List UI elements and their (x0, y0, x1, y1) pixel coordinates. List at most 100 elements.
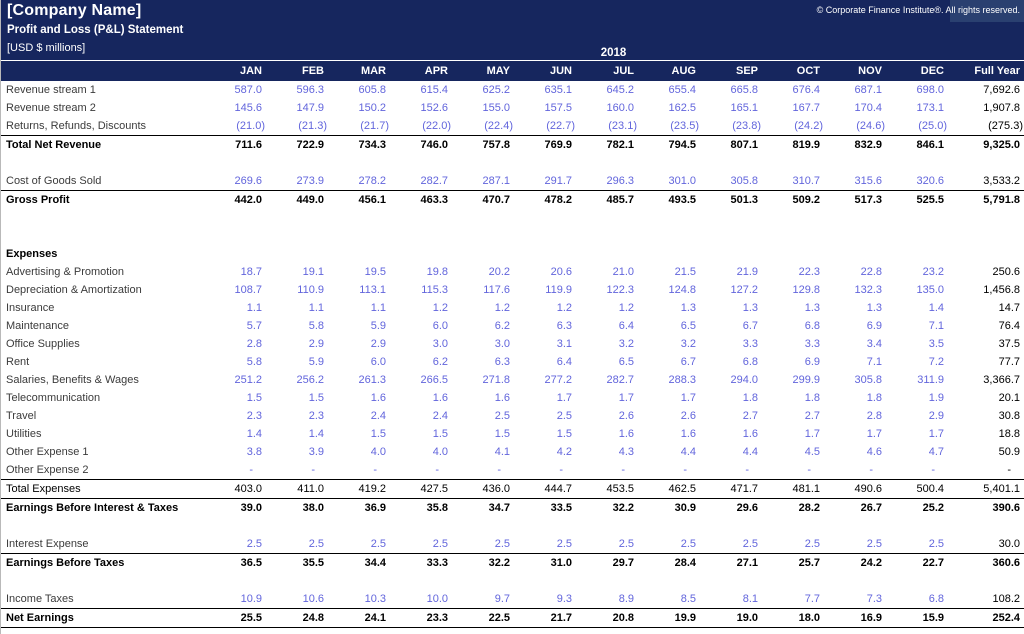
month-value-cell[interactable]: 24.2 (825, 553, 887, 572)
month-value-cell[interactable]: 1.7 (804, 428, 820, 440)
month-value-cell[interactable]: 305.8 (730, 175, 758, 187)
month-value-cell[interactable]: (21.3) (298, 120, 327, 132)
month-value-cell[interactable]: 846.1 (887, 135, 949, 154)
month-value-cell[interactable]: 4.0 (370, 446, 386, 458)
month-value-cell[interactable]: 746.0 (391, 135, 453, 154)
month-value-cell[interactable] (515, 245, 577, 263)
month-value-cell[interactable]: 24.8 (267, 608, 329, 628)
month-value-cell[interactable]: 34.7 (488, 502, 510, 514)
fullyear-value-cell[interactable]: 5,791.8 (949, 190, 1024, 209)
month-value-cell[interactable]: 1.7 (680, 392, 696, 404)
month-value-cell[interactable]: 5.7 (246, 320, 262, 332)
month-value-cell[interactable]: (21.0) (236, 120, 265, 132)
month-value-cell[interactable]: 5.9 (370, 320, 386, 332)
month-value-cell[interactable]: 5.8 (246, 356, 262, 368)
month-value-cell[interactable]: 20.6 (550, 266, 572, 278)
month-value-cell[interactable]: (23.1) (608, 120, 637, 132)
month-value-cell[interactable]: 493.5 (639, 190, 701, 209)
month-value-cell[interactable]: 20.8 (577, 608, 639, 628)
month-value-cell[interactable]: 687.1 (854, 84, 882, 96)
month-value-cell[interactable]: 485.7 (577, 190, 639, 209)
month-value-cell[interactable]: 7.1 (866, 356, 882, 368)
month-value-cell[interactable]: 108.7 (234, 284, 262, 296)
month-value-cell[interactable]: 2.3 (246, 410, 262, 422)
month-value-cell[interactable]: - (869, 464, 873, 476)
month-value-cell[interactable] (577, 245, 639, 263)
month-value-cell[interactable]: 2.5 (928, 538, 944, 550)
month-value-cell[interactable]: 256.2 (296, 374, 324, 386)
row-label[interactable]: Other Expense 2 (6, 464, 89, 476)
month-value-cell[interactable]: 1.1 (246, 302, 262, 314)
month-value-cell[interactable]: 273.9 (296, 175, 324, 187)
month-value-cell[interactable]: 3.1 (556, 338, 572, 350)
month-value-cell[interactable]: 33.5 (550, 502, 572, 514)
row-label[interactable]: Revenue stream 1 (6, 84, 96, 96)
month-value-cell[interactable]: 2.5 (804, 538, 820, 550)
month-value-cell[interactable]: 1.4 (246, 428, 262, 440)
month-value-cell[interactable]: 3.3 (804, 338, 820, 350)
month-value-cell[interactable]: (21.7) (360, 120, 389, 132)
month-value-cell[interactable]: 3.2 (680, 338, 696, 350)
month-value-cell[interactable]: 129.8 (792, 284, 820, 296)
month-value-cell[interactable]: 471.7 (701, 479, 763, 499)
month-value-cell[interactable]: 119.9 (545, 284, 572, 296)
month-value-cell[interactable]: 2.5 (742, 538, 758, 550)
month-value-cell[interactable]: 165.1 (730, 102, 758, 114)
month-value-cell[interactable]: 25.5 (205, 608, 267, 628)
month-value-cell[interactable]: 411.0 (267, 479, 329, 499)
month-value-cell[interactable]: 28.4 (639, 553, 701, 572)
month-value-cell[interactable]: 2.5 (618, 538, 634, 550)
month-value-cell[interactable]: 282.7 (606, 374, 634, 386)
month-value-cell[interactable] (329, 245, 391, 263)
month-value-cell[interactable]: 6.4 (618, 320, 634, 332)
empty-cell[interactable] (1, 227, 1024, 245)
row-label[interactable]: Other Expense 1 (6, 446, 89, 458)
month-value-cell[interactable]: 3.9 (308, 446, 324, 458)
month-value-cell[interactable]: 1.4 (308, 428, 324, 440)
month-value-cell[interactable]: 2.8 (866, 410, 882, 422)
month-value-cell[interactable]: - (373, 464, 377, 476)
month-value-cell[interactable]: (23.5) (670, 120, 699, 132)
month-value-cell[interactable]: 34.4 (329, 553, 391, 572)
month-value-cell[interactable]: 150.2 (358, 102, 386, 114)
row-label[interactable]: Telecommunication (6, 392, 101, 404)
month-value-cell[interactable]: 1.5 (246, 392, 262, 404)
month-value-cell[interactable]: 18.7 (240, 266, 262, 278)
month-value-cell[interactable]: 6.2 (432, 356, 448, 368)
month-value-cell[interactable]: 10.9 (240, 593, 262, 605)
month-value-cell[interactable]: 807.1 (701, 135, 763, 154)
row-label[interactable]: Maintenance (6, 320, 69, 332)
month-value-cell[interactable]: 449.0 (267, 190, 329, 209)
month-value-cell[interactable]: - (249, 464, 253, 476)
month-value-cell[interactable]: 453.5 (577, 479, 639, 499)
row-label[interactable]: Gross Profit (1, 190, 205, 209)
month-value-cell[interactable]: 665.8 (730, 84, 758, 96)
fullyear-value-cell[interactable]: 76.4 (998, 320, 1020, 332)
month-value-cell[interactable]: 1.5 (432, 428, 448, 440)
month-value-cell[interactable]: 517.3 (825, 190, 887, 209)
month-value-cell[interactable] (763, 245, 825, 263)
month-value-cell[interactable]: 2.5 (556, 410, 572, 422)
month-value-cell[interactable]: 2.5 (866, 538, 882, 550)
month-value-cell[interactable]: 19.0 (701, 608, 763, 628)
month-value-cell[interactable]: 296.3 (606, 175, 634, 187)
month-value-cell[interactable]: 6.2 (494, 320, 510, 332)
month-value-cell[interactable]: 2.5 (494, 538, 510, 550)
month-value-cell[interactable]: 7.3 (866, 593, 882, 605)
month-value-cell[interactable]: (24.2) (794, 120, 823, 132)
month-value-cell[interactable]: 2.5 (246, 538, 262, 550)
month-value-cell[interactable]: 403.0 (205, 479, 267, 499)
month-value-cell[interactable]: 10.3 (364, 593, 386, 605)
month-value-cell[interactable]: 1.2 (432, 302, 448, 314)
month-value-cell[interactable]: 35.8 (426, 502, 448, 514)
month-value-cell[interactable]: 1.6 (370, 392, 386, 404)
month-value-cell[interactable]: 21.0 (612, 266, 634, 278)
month-value-cell[interactable]: 3.4 (866, 338, 882, 350)
month-value-cell[interactable]: (25.0) (918, 120, 947, 132)
empty-cell[interactable] (1, 517, 1024, 535)
month-value-cell[interactable]: 4.0 (432, 446, 448, 458)
month-value-cell[interactable]: (22.4) (484, 120, 513, 132)
month-value-cell[interactable]: (22.7) (546, 120, 575, 132)
month-value-cell[interactable]: 27.1 (701, 553, 763, 572)
row-label[interactable]: Income Taxes (6, 593, 74, 605)
